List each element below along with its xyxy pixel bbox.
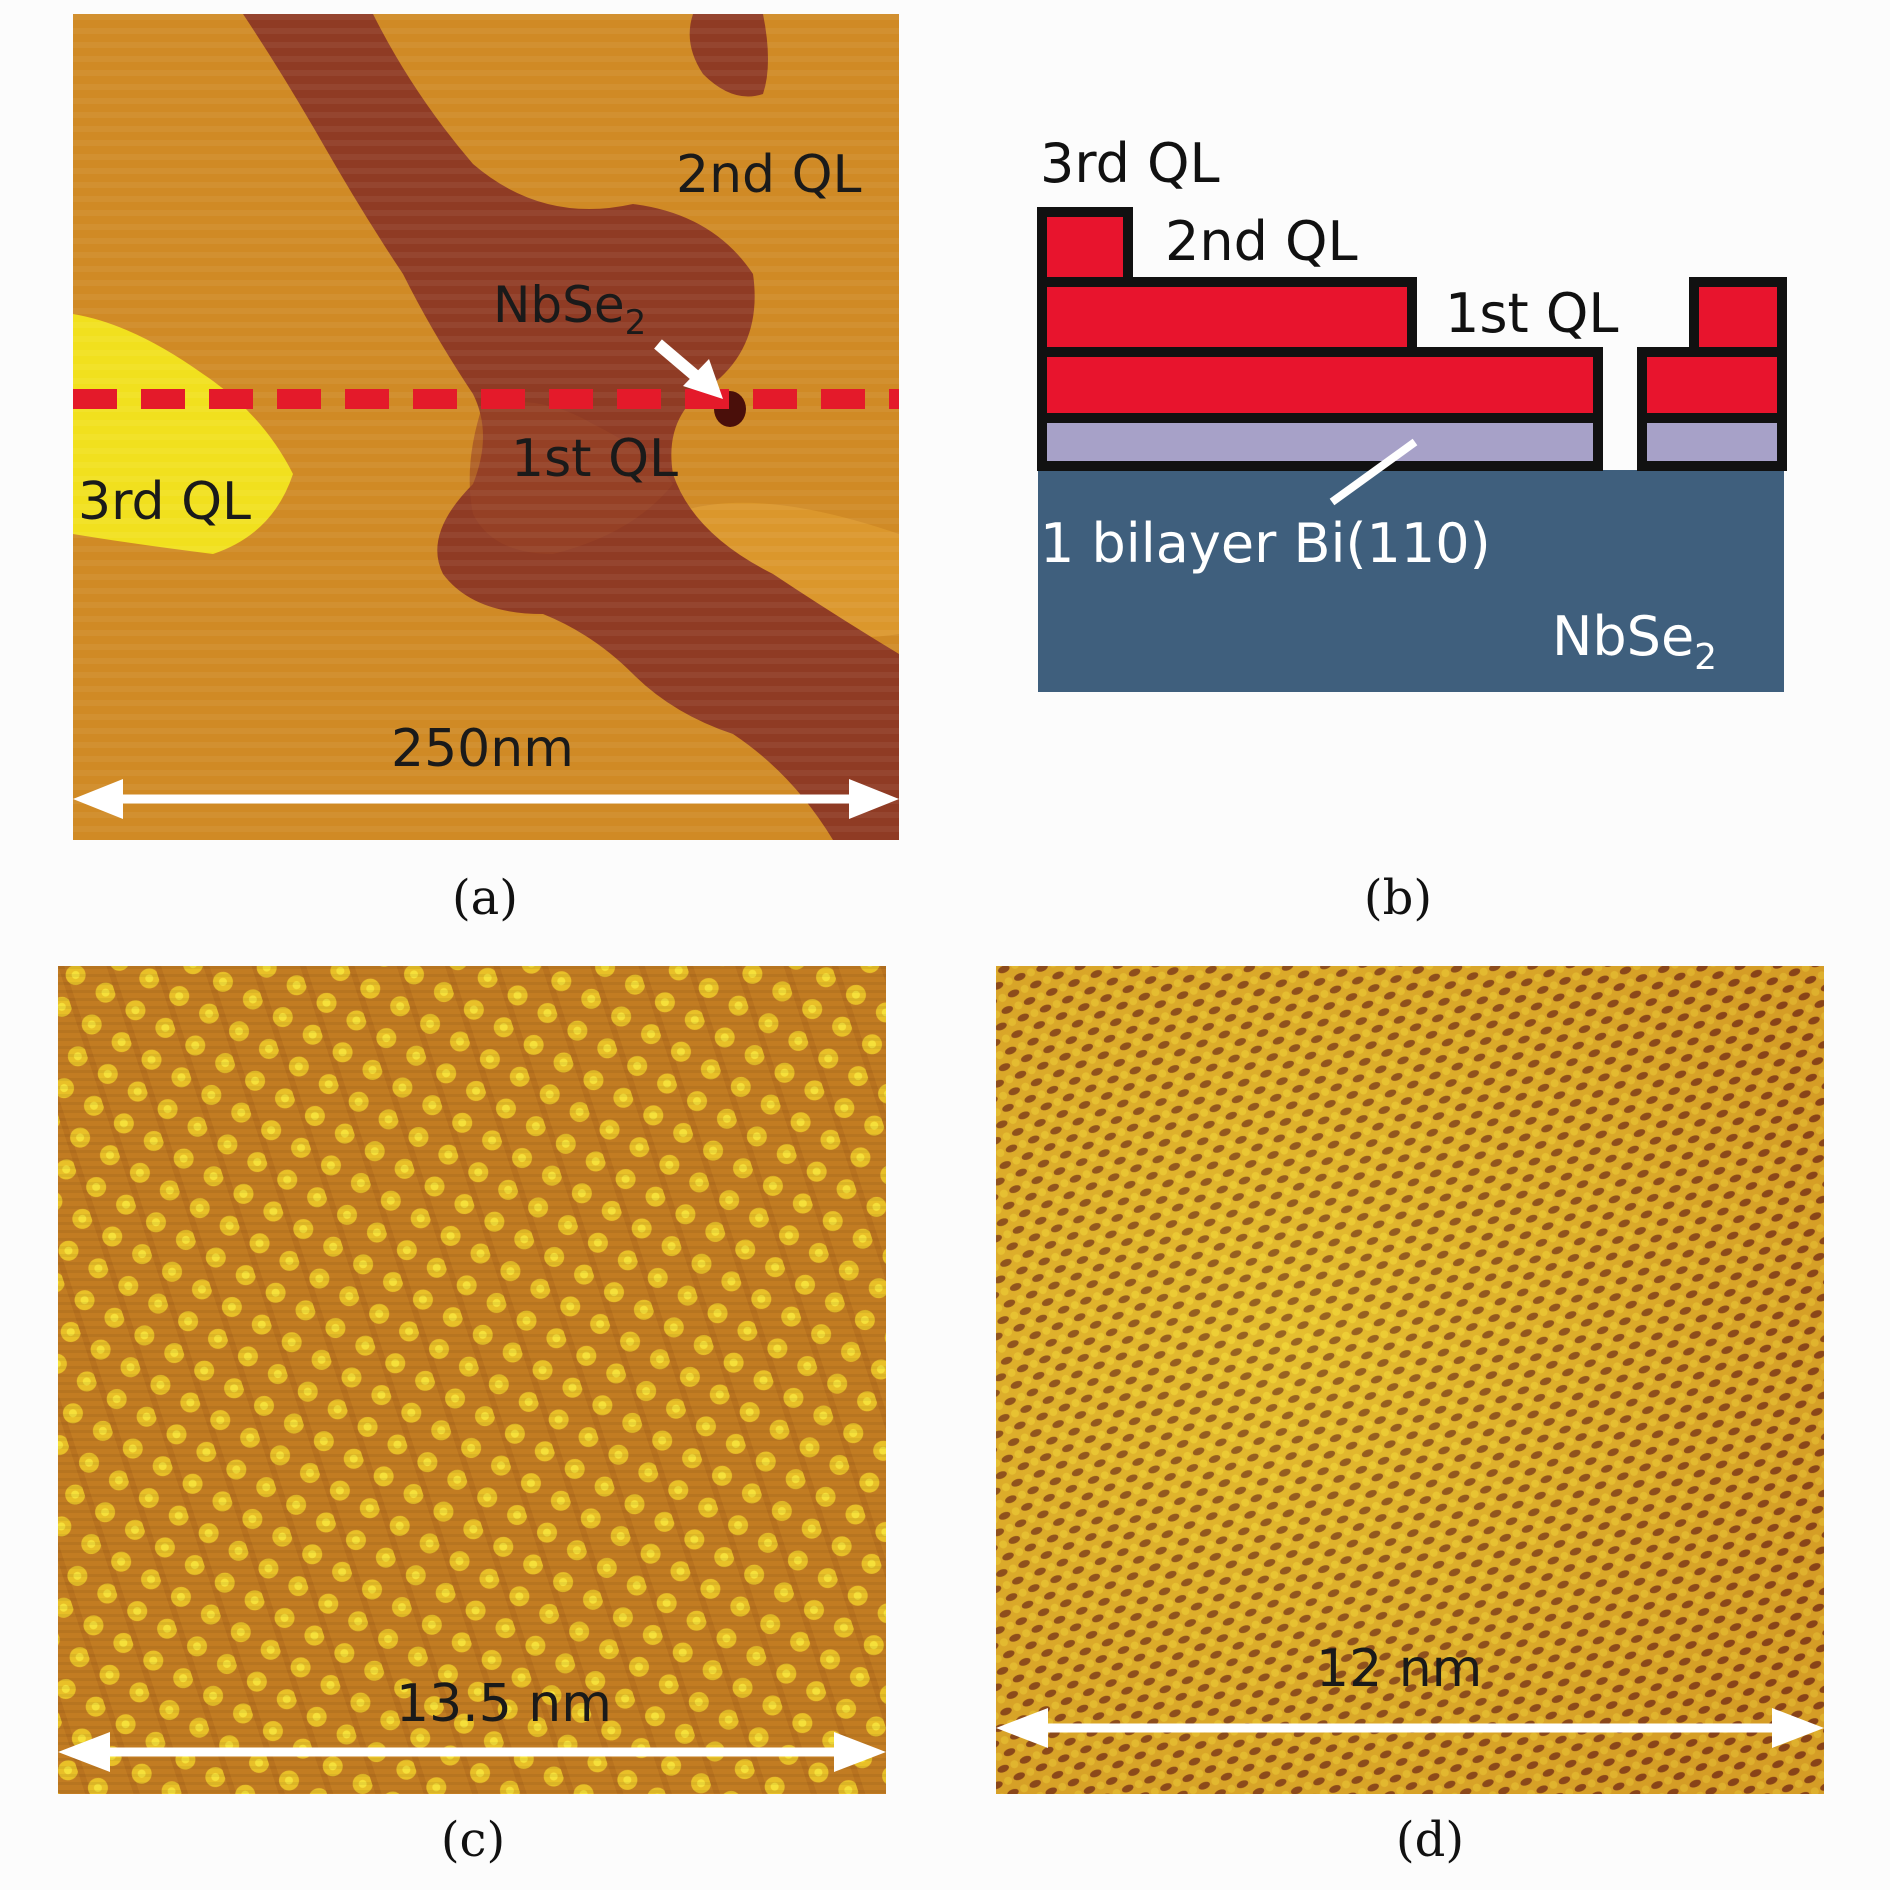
stm-atomic-image-c: 13.5 nm bbox=[58, 966, 886, 1794]
scan-lines-c bbox=[58, 966, 886, 1794]
panel-a: 2nd QL NbSe2 1st QL 3rd QL 250nm bbox=[73, 14, 899, 840]
stm-atomic-image-d: 12 nm bbox=[996, 966, 1824, 1794]
stm-topography-image-a: 2nd QL NbSe2 1st QL 3rd QL 250nm bbox=[73, 14, 899, 840]
bilayer-left bbox=[1042, 418, 1598, 466]
ql2 bbox=[1042, 282, 1412, 352]
panel-c: 13.5 nm bbox=[58, 966, 886, 1794]
layer-schematic: 3rd QL 2nd QL 1st QL 1 bilayer Bi(110) N… bbox=[1030, 120, 1800, 700]
label-1st-ql: 1st QL bbox=[511, 429, 678, 489]
label-nbse2: NbSe2 bbox=[493, 276, 646, 343]
caption-d: (d) bbox=[1330, 1812, 1530, 1868]
label-2nd-ql-b: 2nd QL bbox=[1165, 210, 1358, 273]
ql3 bbox=[1042, 212, 1128, 282]
label-nbse2-b: NbSe2 bbox=[1552, 605, 1717, 678]
label-2nd-ql: 2nd QL bbox=[676, 145, 862, 205]
scale-label-d: 12 nm bbox=[1316, 1639, 1482, 1699]
scale-label-c: 13.5 nm bbox=[396, 1674, 612, 1734]
caption-c: (c) bbox=[373, 1812, 573, 1868]
label-3rd-ql: 3rd QL bbox=[78, 472, 251, 532]
label-1st-ql-b: 1st QL bbox=[1445, 282, 1618, 345]
caption-b: (b) bbox=[1298, 870, 1498, 926]
ql1-left bbox=[1042, 352, 1598, 418]
caption-a: (a) bbox=[385, 870, 585, 926]
ql1-right bbox=[1642, 352, 1782, 418]
panel-d: 12 nm bbox=[996, 966, 1824, 1794]
bilayer-right bbox=[1642, 418, 1782, 466]
label-bilayer: 1 bilayer Bi(110) bbox=[1040, 512, 1491, 575]
label-3rd-ql-b: 3rd QL bbox=[1040, 132, 1220, 195]
scan-streaks bbox=[73, 14, 899, 840]
panel-b: 3rd QL 2nd QL 1st QL 1 bilayer Bi(110) N… bbox=[1030, 120, 1800, 700]
scale-label-a: 250nm bbox=[391, 719, 574, 779]
ql2-right bbox=[1694, 282, 1782, 352]
